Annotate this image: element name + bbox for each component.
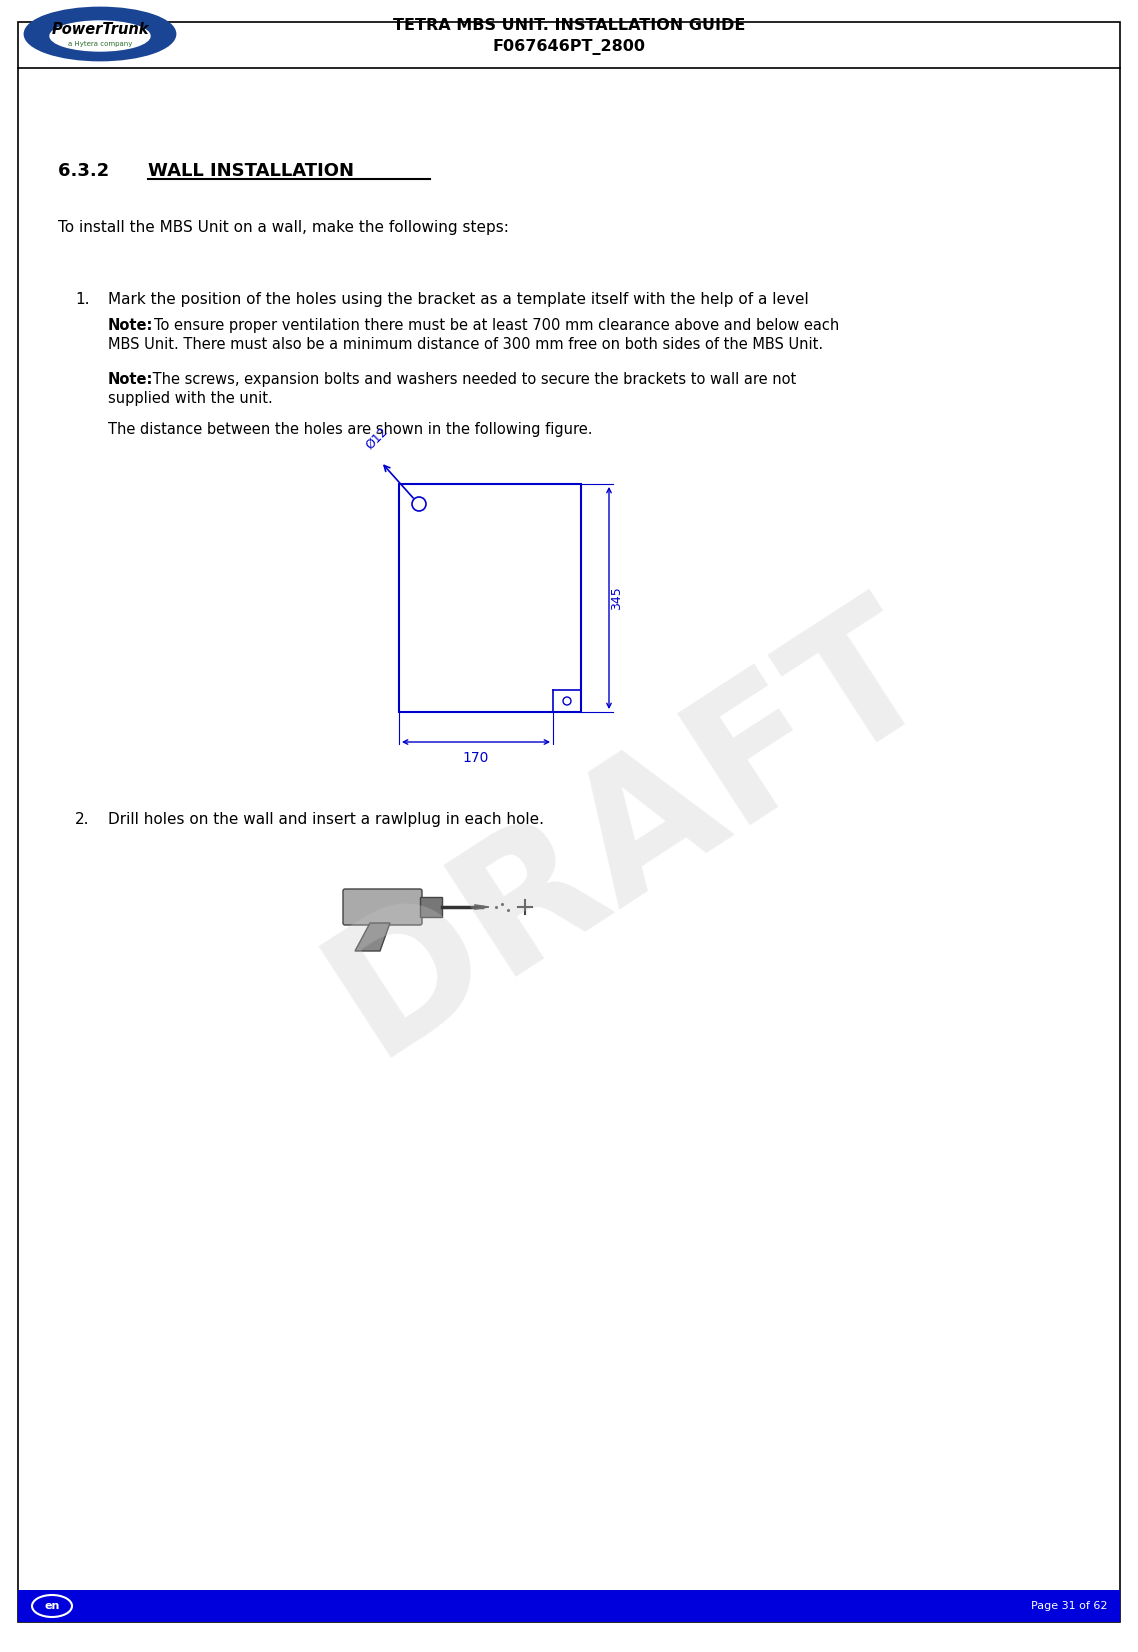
Text: PowerTrunk: PowerTrunk [51, 23, 149, 38]
Text: en: en [44, 1601, 59, 1611]
Text: 1.: 1. [75, 292, 90, 307]
Text: TETRA MBS UNIT. INSTALLATION GUIDE: TETRA MBS UNIT. INSTALLATION GUIDE [393, 18, 745, 33]
Text: To install the MBS Unit on a wall, make the following steps:: To install the MBS Unit on a wall, make … [58, 220, 509, 235]
Bar [399, 484, 582, 712]
Text: WALL INSTALLATION: WALL INSTALLATION [148, 162, 354, 180]
Text: Drill holes on the wall and insert a rawlplug in each hole.: Drill holes on the wall and insert a raw… [108, 813, 544, 828]
Circle shape [563, 697, 571, 705]
Text: 345: 345 [610, 586, 624, 610]
Ellipse shape [25, 8, 175, 59]
Text: Note:: Note: [108, 317, 154, 334]
FancyBboxPatch shape [343, 889, 422, 925]
Circle shape [412, 497, 426, 510]
Text: Mark the position of the holes using the bracket as a template itself with the h: Mark the position of the holes using the… [108, 292, 809, 307]
Text: Page 31 of 62: Page 31 of 62 [1031, 1601, 1108, 1611]
Polygon shape [355, 923, 390, 952]
Text: a Hytera company: a Hytera company [68, 41, 132, 46]
Bar [420, 897, 442, 917]
Text: DRAFT: DRAFT [299, 575, 960, 1090]
Text: The screws, expansion bolts and washers needed to secure the brackets to wall ar: The screws, expansion bolts and washers … [148, 372, 797, 387]
Text: 2.: 2. [75, 813, 90, 828]
Bar [18, 1589, 1120, 1622]
Text: 6.3.2: 6.3.2 [58, 162, 127, 180]
Text: Ø12: Ø12 [363, 425, 390, 453]
Text: F067646PT_2800: F067646PT_2800 [493, 40, 645, 55]
Text: 170: 170 [463, 752, 489, 765]
Ellipse shape [50, 21, 150, 51]
Text: The distance between the holes are shown in the following figure.: The distance between the holes are shown… [108, 421, 593, 438]
Text: supplied with the unit.: supplied with the unit. [108, 392, 273, 406]
Text: To ensure proper ventilation there must be at least 700 mm clearance above and b: To ensure proper ventilation there must … [154, 317, 839, 334]
Text: MBS Unit. There must also be a minimum distance of 300 mm free on both sides of : MBS Unit. There must also be a minimum d… [108, 337, 823, 352]
Text: Note:: Note: [108, 372, 154, 387]
